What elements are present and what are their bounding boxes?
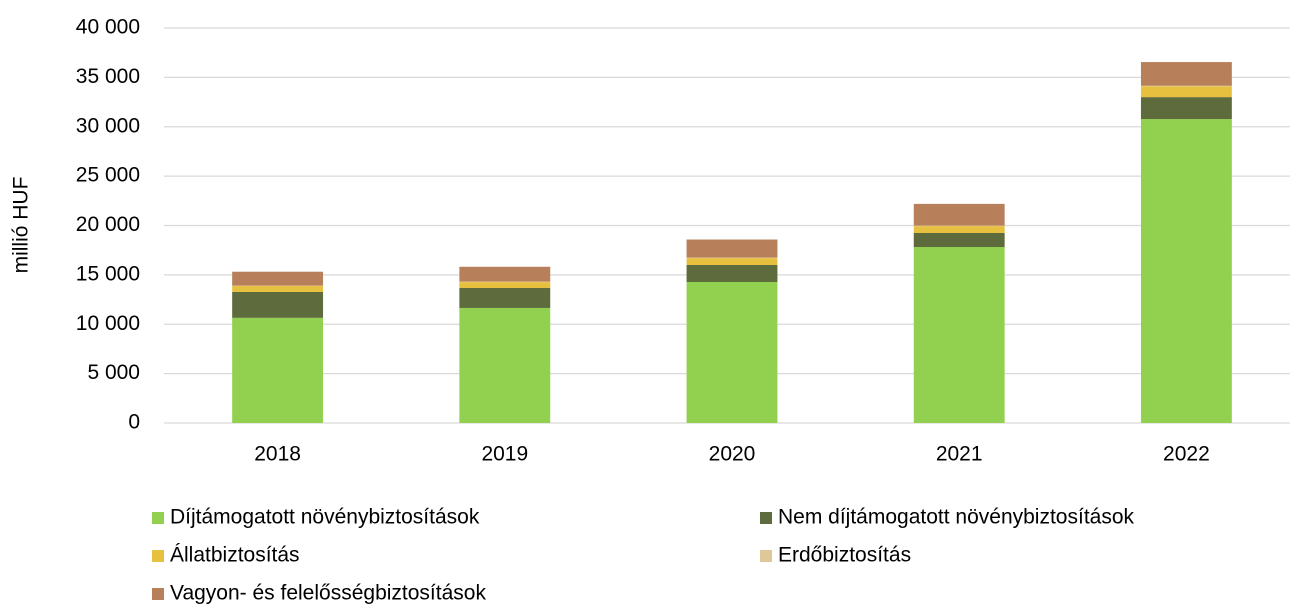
bar-segment — [686, 281, 778, 423]
bar-segment — [913, 203, 1005, 226]
y-tick-label: 15 000 — [76, 262, 140, 285]
legend-swatch — [152, 550, 164, 562]
x-tick-label: 2020 — [709, 443, 756, 466]
bar-segment — [1140, 86, 1232, 98]
y-tick-label: 0 — [128, 411, 140, 434]
bar-segment — [232, 271, 324, 286]
bar-segment — [913, 247, 1005, 423]
bar-segment — [913, 233, 1005, 248]
bar-segment — [686, 265, 778, 282]
x-tick-label: 2019 — [481, 443, 528, 466]
legend-swatch — [152, 512, 164, 524]
y-tick-label: 20 000 — [76, 213, 140, 236]
bar-segment — [1140, 62, 1232, 86]
x-tick-label: 2021 — [936, 443, 983, 466]
y-tick-label: 30 000 — [76, 114, 140, 137]
legend-label: Állatbiztosítás — [170, 544, 300, 567]
bar-segment — [459, 288, 551, 308]
bar-segment — [686, 258, 778, 265]
y-axis-label: millió HUF — [10, 177, 33, 274]
legend-label: Erdőbiztosítás — [778, 544, 911, 567]
legend-swatch — [760, 550, 772, 562]
bar-segment — [1140, 119, 1232, 424]
legend-label: Nem díjtámogatott növénybiztosítások — [778, 506, 1135, 529]
bar-segment — [232, 317, 324, 423]
bar-segment — [232, 286, 324, 292]
legend-label: Díjtámogatott növénybiztosítások — [170, 506, 480, 529]
y-tick-label: 25 000 — [76, 164, 140, 187]
bar-segment — [459, 282, 551, 289]
legend-swatch — [760, 512, 772, 524]
x-tick-label: 2018 — [254, 443, 301, 466]
bar-segment — [459, 266, 551, 282]
y-tick-label: 10 000 — [76, 312, 140, 335]
bar-segment — [459, 307, 551, 423]
x-tick-label: 2022 — [1163, 443, 1210, 466]
legend-swatch — [152, 588, 164, 600]
bar-segment — [686, 239, 778, 258]
legend-label: Vagyon- és felelősségbiztosítások — [170, 582, 486, 605]
y-tick-label: 35 000 — [76, 65, 140, 88]
bar-segment — [913, 226, 1005, 234]
y-tick-label: 40 000 — [76, 16, 140, 39]
bar-segment — [1140, 97, 1232, 120]
bar-segment — [232, 291, 324, 318]
y-tick-label: 5 000 — [87, 361, 140, 384]
